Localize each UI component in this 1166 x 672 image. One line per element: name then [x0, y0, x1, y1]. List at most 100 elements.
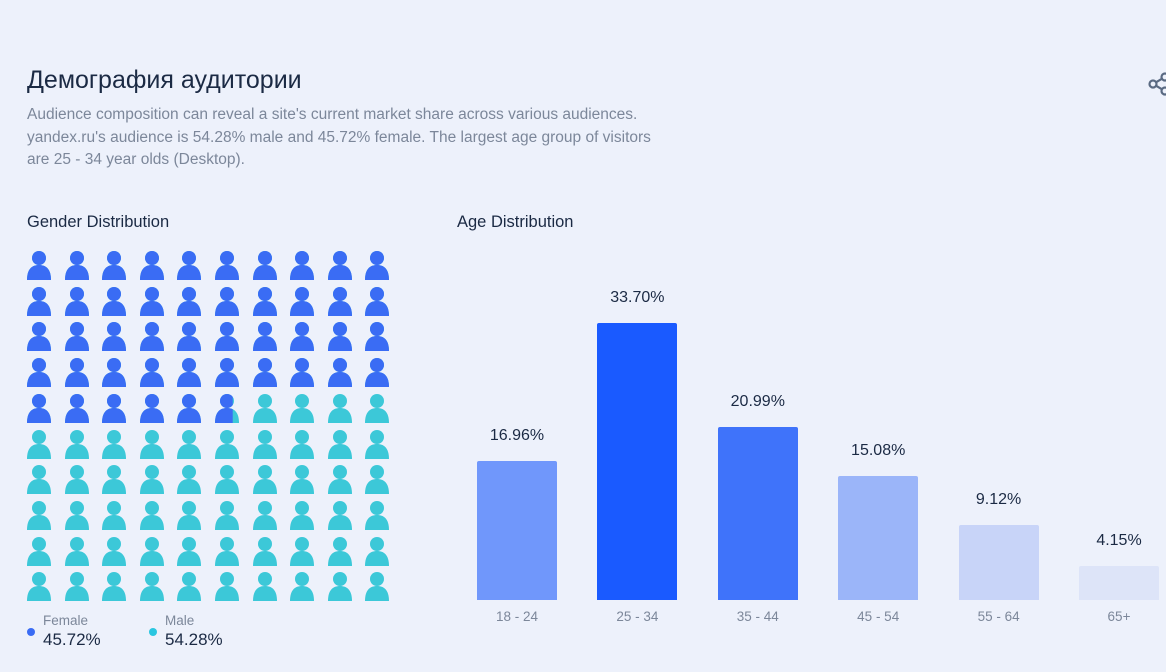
person-icon — [139, 463, 165, 495]
person-icon — [252, 320, 278, 352]
person-icon — [101, 356, 127, 388]
person-icon — [101, 499, 127, 531]
person-icon — [26, 428, 52, 460]
person-icon — [214, 428, 240, 460]
person-icon — [139, 535, 165, 567]
person-icon — [139, 285, 165, 317]
age-title: Age Distribution — [457, 213, 574, 231]
person-icon — [64, 285, 90, 317]
person-icon — [252, 535, 278, 567]
person-icon — [26, 285, 52, 317]
person-icon — [289, 320, 315, 352]
person-icon — [101, 463, 127, 495]
x-tick-label: 35 - 44 — [736, 609, 779, 624]
person-icon — [26, 392, 52, 424]
person-icon — [26, 499, 52, 531]
person-icon — [289, 463, 315, 495]
person-icon — [214, 285, 240, 317]
bar-value-label: 4.15% — [1096, 531, 1142, 549]
page-title: Демография аудитории — [27, 66, 302, 94]
person-icon — [64, 535, 90, 567]
person-icon — [64, 320, 90, 352]
person-icon — [364, 535, 390, 567]
person-icon — [327, 356, 353, 388]
bar-value-label: 15.08% — [851, 442, 906, 460]
page-description: Audience composition can reveal a site's… — [27, 106, 651, 168]
x-tick-label: 18 - 24 — [495, 609, 539, 624]
bar[interactable] — [1079, 565, 1159, 600]
person-icon — [101, 392, 127, 424]
person-icon — [101, 320, 127, 352]
person-icon — [364, 570, 390, 602]
person-icon — [64, 428, 90, 460]
person-icon — [176, 428, 202, 460]
bar[interactable] — [477, 460, 557, 600]
person-icon — [252, 428, 278, 460]
male-label: Male — [165, 613, 195, 628]
gender-title: Gender Distribution — [27, 213, 170, 231]
person-icon — [214, 570, 240, 602]
person-icon — [289, 392, 315, 424]
person-icon — [214, 463, 240, 495]
person-icon — [327, 285, 353, 317]
person-icon — [26, 249, 52, 281]
person-icon — [252, 499, 278, 531]
person-icon — [289, 499, 315, 531]
person-icon — [139, 356, 165, 388]
person-icon — [289, 535, 315, 567]
bar-value-label: 9.12% — [975, 491, 1022, 509]
bar[interactable] — [958, 525, 1039, 600]
person-icon — [252, 285, 278, 317]
person-icon — [289, 249, 315, 281]
share-icon[interactable] — [1148, 72, 1166, 96]
bar[interactable] — [717, 427, 798, 600]
bar-value-label: 20.99% — [730, 393, 785, 411]
person-icon — [364, 285, 390, 317]
person-icon — [327, 570, 353, 602]
bar[interactable] — [597, 323, 678, 600]
person-icon — [364, 428, 390, 460]
person-icon — [26, 320, 52, 352]
person-icon — [26, 463, 52, 495]
x-tick-label: 65+ — [1107, 609, 1131, 624]
person-icon — [214, 320, 240, 352]
x-tick-label: 45 - 54 — [857, 609, 900, 624]
person-icon — [327, 392, 353, 424]
person-icon — [176, 499, 202, 531]
person-icon — [214, 535, 240, 567]
person-icon — [64, 249, 90, 281]
person-icon — [214, 249, 240, 281]
person-icon — [176, 285, 202, 317]
person-icon — [101, 535, 127, 567]
person-icon — [252, 392, 278, 424]
person-icon — [101, 249, 127, 281]
person-icon — [101, 428, 127, 460]
person-icon — [327, 428, 353, 460]
person-icon — [176, 320, 202, 352]
bar-value-label: 16.96% — [489, 426, 545, 444]
person-icon — [214, 392, 240, 424]
person-icon — [252, 249, 278, 281]
person-icon — [176, 535, 202, 567]
person-icon — [139, 570, 165, 602]
person-icon — [176, 392, 202, 424]
person-icon — [214, 356, 240, 388]
person-icon — [139, 499, 165, 531]
person-icon — [364, 392, 390, 424]
person-icon — [176, 356, 202, 388]
person-icon — [252, 356, 278, 388]
person-icon — [101, 285, 127, 317]
person-icon — [252, 570, 278, 602]
person-icon — [26, 356, 52, 388]
person-icon — [139, 320, 165, 352]
person-icon — [64, 570, 90, 602]
person-icon — [139, 249, 165, 281]
bar[interactable] — [838, 476, 919, 600]
person-icon — [139, 392, 165, 424]
person-icon — [139, 428, 165, 460]
person-icon — [289, 285, 315, 317]
person-icon — [26, 570, 52, 602]
person-icon — [364, 463, 390, 495]
person-icon — [176, 249, 202, 281]
person-icon — [176, 570, 202, 602]
